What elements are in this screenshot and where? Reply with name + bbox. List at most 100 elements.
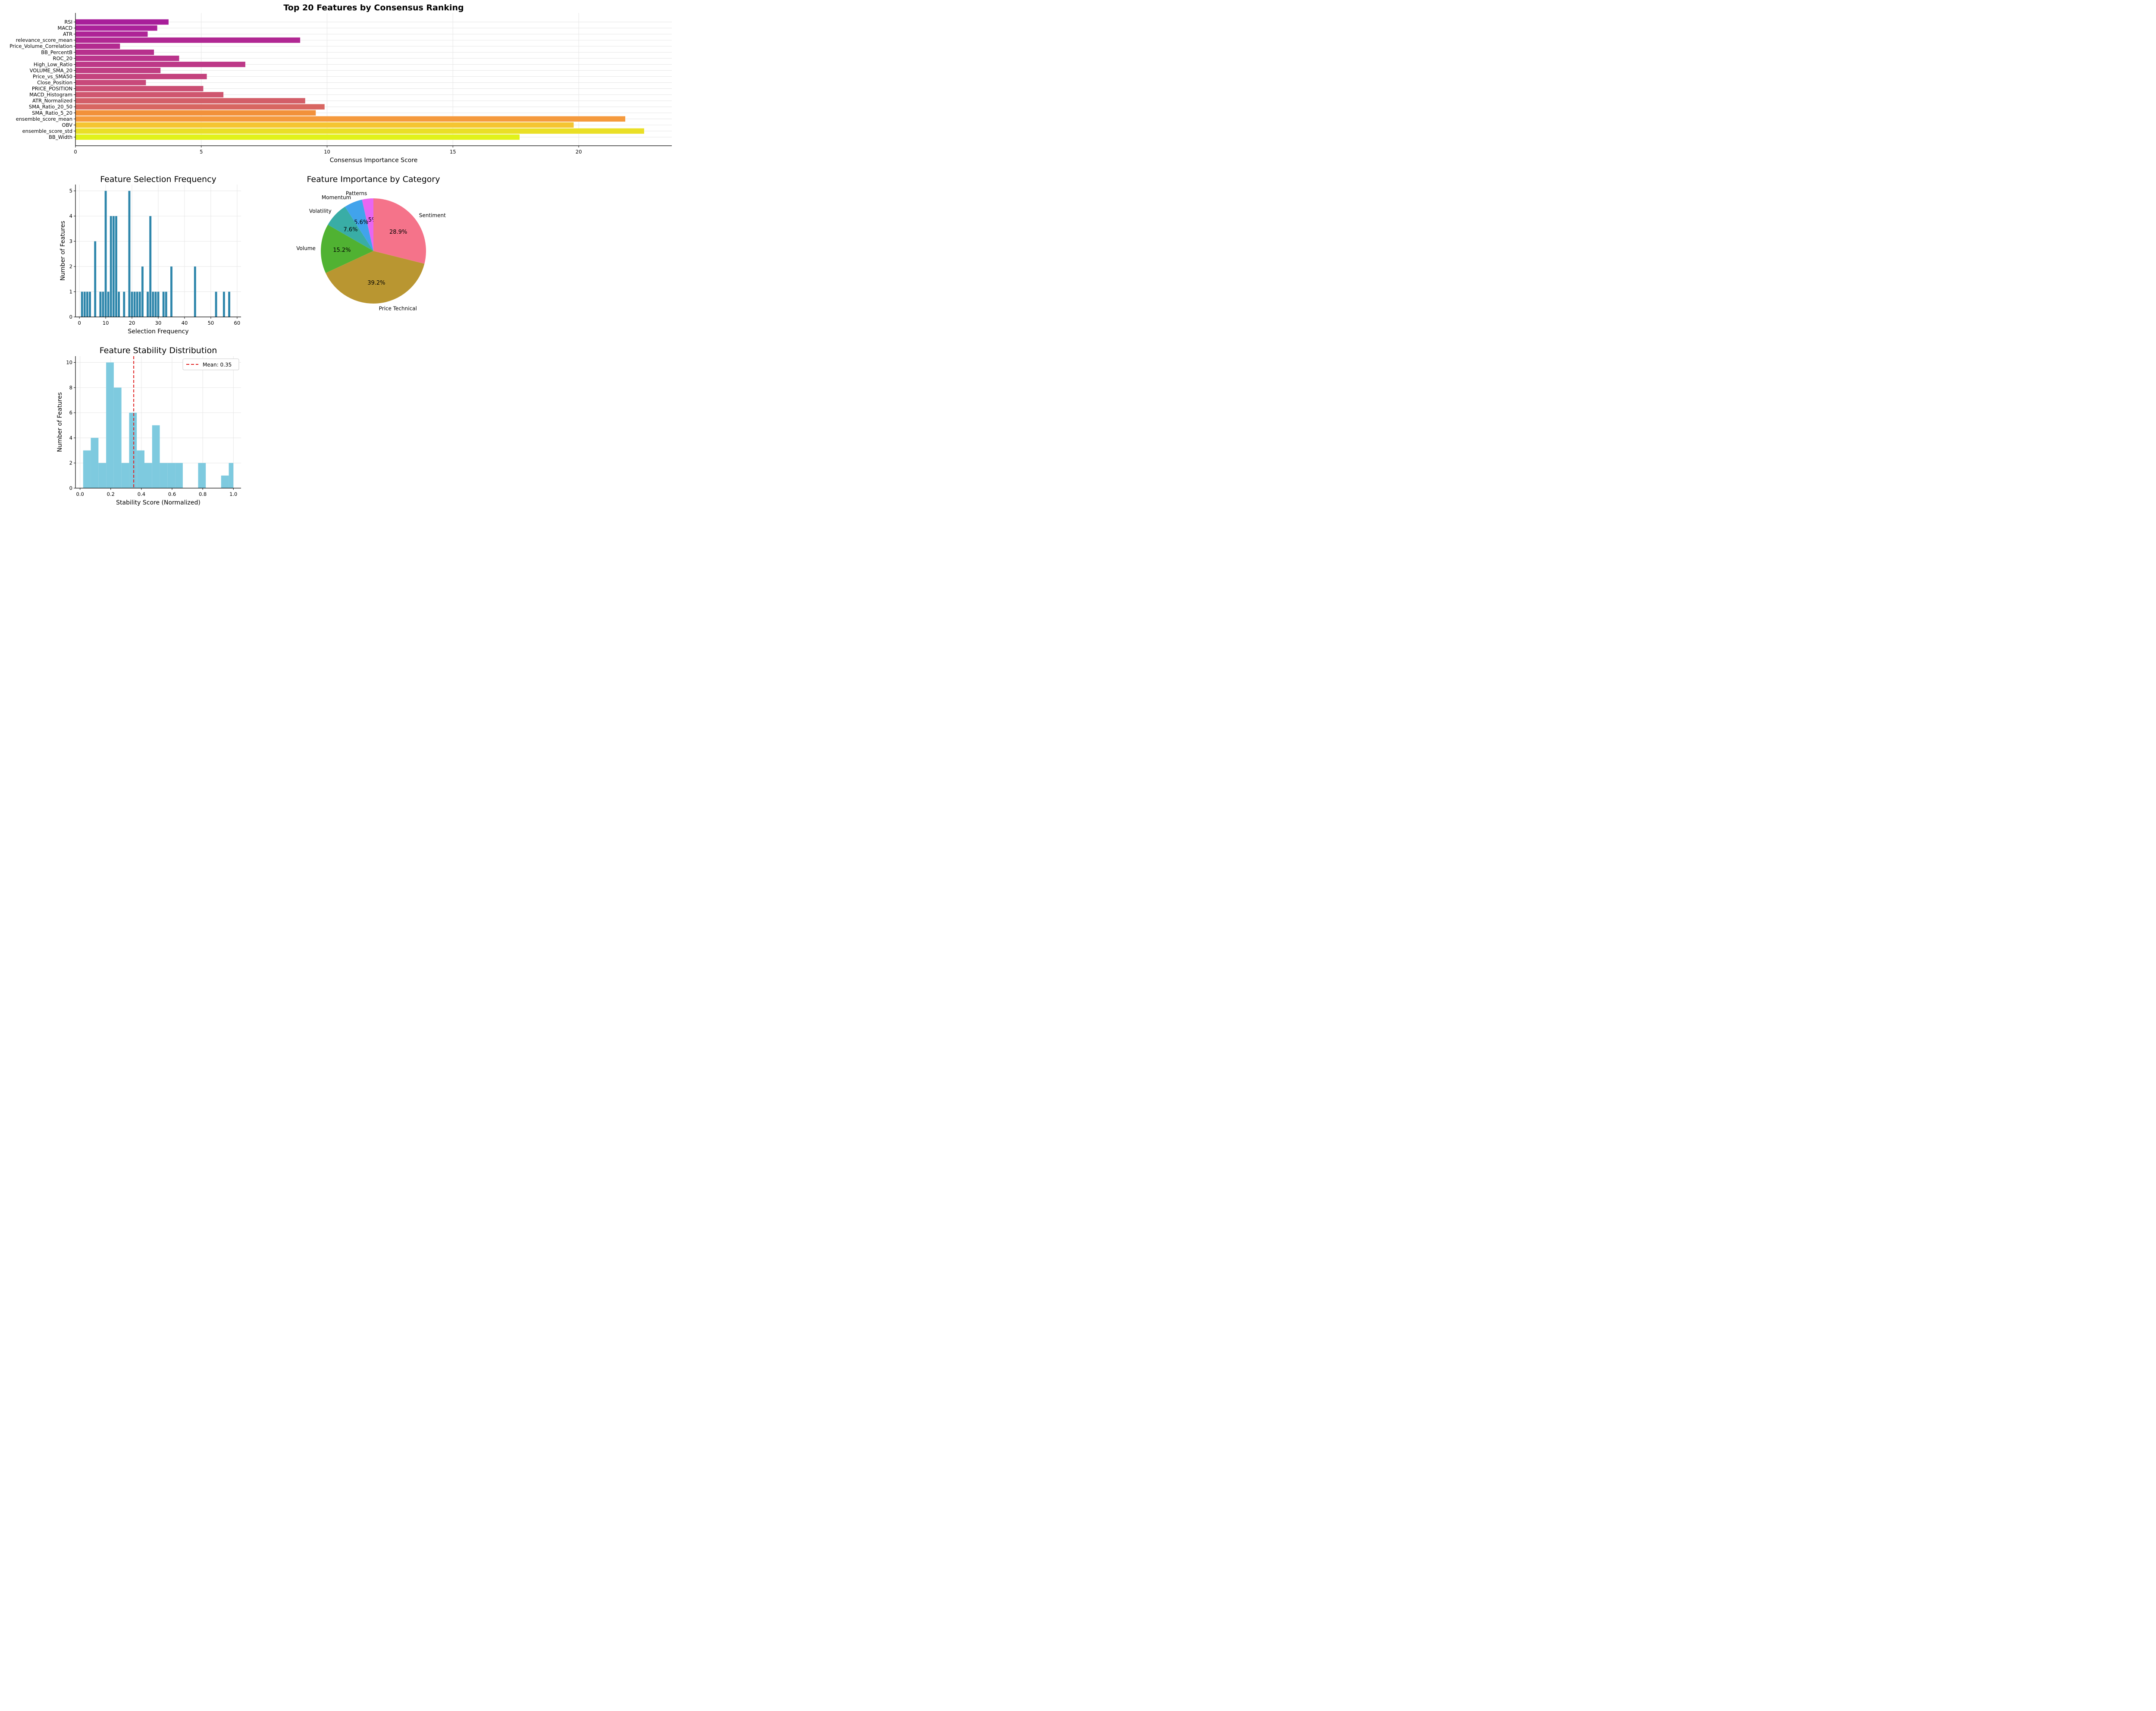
bar-MACD (75, 25, 157, 31)
pie-label: Momentum (322, 194, 351, 201)
y-tick-label: SMA_Ratio_5_20 (32, 110, 72, 116)
frequency-bar (89, 291, 91, 317)
histogram-bin (221, 475, 229, 488)
y-tick-label: 10 (66, 360, 72, 366)
frequency-bar (104, 191, 107, 317)
pie-slice-price-technical (326, 251, 425, 304)
y-tick-label: 4 (69, 213, 72, 219)
bar-OBV (75, 122, 574, 128)
frequency-bar (222, 291, 225, 317)
chart-title: Feature Importance by Category (307, 175, 440, 184)
x-tick-label: 60 (234, 320, 241, 326)
frequency-bar (83, 291, 86, 317)
histogram-bin (129, 413, 137, 488)
frequency-bar (228, 291, 231, 317)
frequency-bar (86, 291, 88, 317)
pie-label: Patterns (346, 191, 367, 197)
histogram-bin (98, 463, 107, 488)
y-tick-label: 6 (69, 410, 72, 416)
histogram-bin (121, 463, 129, 488)
bar-SMA_Ratio_20_50 (75, 104, 325, 110)
frequency-bar (141, 266, 144, 317)
frequency-bar (136, 291, 138, 317)
frequency-bar (215, 291, 217, 317)
y-tick-label: PRICE_POSITION (32, 86, 72, 92)
histogram-bin (83, 450, 91, 488)
chart-title: Feature Selection Frequency (100, 175, 216, 184)
bar-ensemble_score_std (75, 128, 644, 134)
legend: Mean: 0.35 (182, 358, 239, 370)
frequency-bar (131, 291, 133, 317)
x-tick-label: 20 (576, 149, 582, 155)
y-tick-label: RSI (64, 19, 72, 25)
x-tick-label: 15 (450, 149, 456, 155)
pie-slice-volume (320, 225, 373, 273)
frequency-bar (107, 291, 110, 317)
bar-BB_Width (75, 134, 520, 140)
frequency-bar (128, 191, 131, 317)
histogram-bin (152, 425, 160, 488)
figure-canvas: RSIMACDATRrelevance_score_meanPrice_Volu… (9, 3, 672, 506)
frequency-bar (170, 266, 172, 317)
y-tick-label: ROC_20 (53, 55, 72, 61)
frequency-bar (165, 291, 167, 317)
frequency-bar (133, 291, 136, 317)
pie-percent: 15.2% (333, 247, 351, 254)
chart-title: Top 20 Features by Consensus Ranking (283, 3, 464, 13)
x-tick-label: 10 (103, 320, 109, 326)
frequency-bar (115, 216, 117, 317)
legend-mean-label: Mean: 0.35 (203, 362, 232, 368)
y-tick-label: BB_Width (49, 134, 72, 140)
histogram-bin (113, 387, 122, 488)
x-tick-label: 5 (200, 149, 203, 155)
histogram-bin (175, 463, 183, 488)
histogram-bin (198, 463, 206, 488)
bar-High_Low_Ratio (75, 62, 245, 67)
bar-ROC_20 (75, 56, 179, 61)
x-tick-label: 0 (74, 149, 77, 155)
y-tick-label: 1 (69, 289, 72, 295)
x-tick-label: 40 (182, 320, 188, 326)
bar-ATR (75, 31, 148, 37)
pie-percent: 7.6% (343, 227, 357, 233)
x-tick-label: 0.8 (199, 491, 207, 497)
pie-slice-volatility (328, 207, 373, 251)
y-tick-label: Close_Position (37, 80, 72, 86)
y-tick-label: VOLUME_SMA_20 (30, 67, 72, 73)
pie-label: Price Technical (379, 306, 417, 312)
x-tick-label: 20 (129, 320, 135, 326)
histogram-bin (137, 450, 144, 488)
pie-percent: 39.2% (367, 280, 385, 286)
x-tick-label: 1.0 (229, 491, 237, 497)
bar-RSI (75, 19, 169, 25)
frequency-bar (110, 216, 112, 317)
y-tick-label: relevance_score_mean (16, 37, 72, 43)
frequency-bar (138, 291, 141, 317)
frequency-bar (149, 216, 152, 317)
x-axis-label: Consensus Importance Score (330, 157, 418, 164)
frequency-bar (112, 216, 115, 317)
frequency-bar (147, 291, 149, 317)
histogram-bin (160, 463, 168, 488)
frequency-bar (152, 291, 154, 317)
pie-label: Volatility (309, 208, 332, 214)
frequency-bar (118, 291, 120, 317)
y-axis-label: Number of Features (60, 221, 66, 281)
frequency-bar (99, 291, 102, 317)
y-axis-label: Number of Features (56, 392, 63, 452)
y-tick-label: 5 (69, 188, 72, 194)
stability-distribution-chart: 0.0 0.2 0.4 0.6 0.8 1.0 0 2 4 6 8 10 Mean: 0.35 Featu… (56, 346, 241, 506)
histogram-bin (229, 463, 234, 488)
y-tick-label: Price_Volume_Correlation (9, 43, 72, 49)
category-pie-chart: Patterns3.5%Momentum5.6%Volatility7.6%Vo… (296, 175, 446, 312)
y-tick-label: MACD_Histogram (29, 92, 72, 98)
y-tick-label: ensemble_score_std (22, 128, 72, 134)
pie-percent: 5.6% (354, 219, 368, 226)
x-tick-label: 10 (324, 149, 330, 155)
pie-slice-patterns (362, 198, 373, 251)
y-tick-label: 0 (69, 314, 72, 320)
bar-relevance_score_mean (75, 37, 301, 43)
consensus-ranking-chart: RSIMACDATRrelevance_score_meanPrice_Volu… (9, 3, 672, 164)
y-tick-label: OBV (62, 122, 73, 128)
y-tick-label: BB_PercentB (41, 49, 72, 55)
